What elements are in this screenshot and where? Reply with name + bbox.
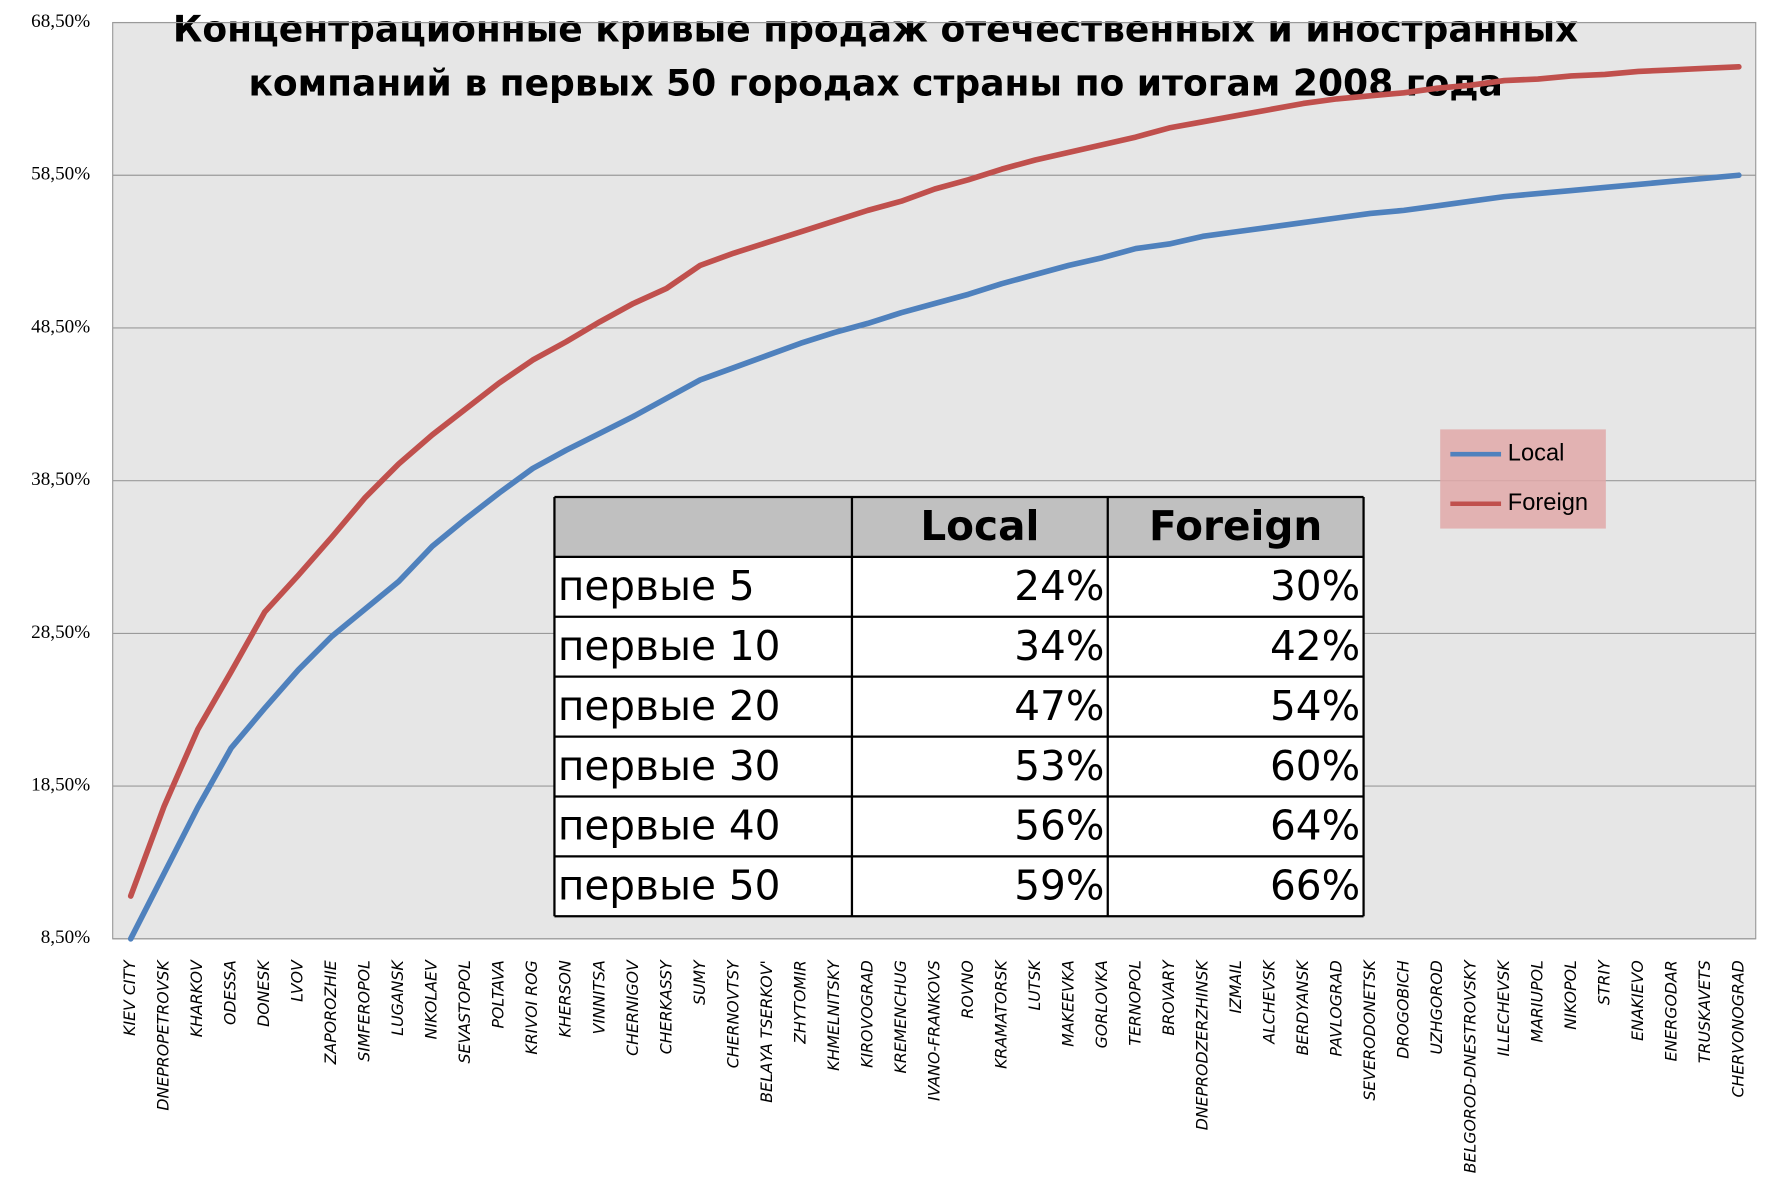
x-tick-label: BROVARY	[1159, 959, 1178, 1036]
x-tick-label: DNEPRODZERZHINSK	[1192, 959, 1211, 1131]
y-tick-label: 8,50%	[41, 927, 90, 948]
x-tick-label: SIMFEROPOL	[355, 960, 374, 1061]
x-tick-label: DONESK	[254, 959, 273, 1027]
x-tick-label: KIEV CITY	[120, 959, 139, 1036]
x-tick-label: ENAKIEVO	[1628, 960, 1647, 1041]
x-tick-label: KHARKOV	[187, 959, 206, 1037]
y-tick-label: 68,50%	[31, 11, 90, 32]
x-tick-label: KIROVOGRAD	[857, 960, 876, 1068]
x-tick-label: ENERGODAR	[1661, 960, 1680, 1061]
x-tick-label: DROGOBICH	[1393, 960, 1412, 1059]
x-tick-label: ODESSA	[221, 960, 240, 1025]
table-cell: 66%	[1270, 862, 1360, 910]
table-row-label: первые 30	[558, 742, 781, 790]
x-tick-label: KHMELNITSKY	[824, 959, 843, 1071]
table-column-header: Local	[920, 502, 1039, 550]
table-cell: 42%	[1270, 622, 1360, 670]
x-tick-label: MARIUPOL	[1527, 960, 1546, 1042]
table-row-label: первые 5	[558, 562, 755, 610]
chart-title: Концентрационные кривые продаж отечестве…	[173, 9, 1578, 51]
table-cell: 30%	[1270, 562, 1360, 610]
x-tick-label: CHERVONOGRAD	[1728, 960, 1747, 1097]
y-tick-label: 38,50%	[31, 469, 90, 490]
x-tick-label: KRIVOI ROG	[522, 960, 541, 1054]
x-tick-label: SEVERODONETSK	[1360, 959, 1379, 1101]
legend-label: Foreign	[1508, 490, 1588, 516]
table-cell: 56%	[1014, 802, 1104, 850]
table-row-label: первые 10	[558, 622, 781, 670]
x-tick-label: STRIY	[1594, 959, 1613, 1005]
x-tick-label: SEVASTOPOL	[455, 960, 474, 1063]
table-row-label: первые 40	[558, 802, 781, 850]
table-cell: 24%	[1014, 562, 1104, 610]
table-column-header: Foreign	[1149, 502, 1322, 550]
x-tick-label: CHERNOVTSY	[723, 959, 742, 1068]
table-cell: 47%	[1014, 682, 1104, 730]
x-tick-label: BELAYA TSERKOV'	[757, 960, 776, 1103]
x-tick-label: CHERNIGOV	[623, 959, 642, 1056]
x-tick-label: IZMAIL	[1226, 960, 1245, 1013]
y-tick-label: 48,50%	[31, 316, 90, 337]
x-tick-label: LVOV	[288, 959, 307, 1002]
table-row-label: первые 50	[558, 862, 781, 910]
table-header	[554, 497, 1364, 557]
y-tick-label: 58,50%	[31, 164, 90, 185]
legend-box	[1440, 429, 1606, 529]
x-tick-label: ZAPOROZHIE	[321, 960, 340, 1065]
x-tick-label: PAVLOGRAD	[1326, 960, 1345, 1056]
x-tick-label: DNEPROPETROVSK	[154, 959, 173, 1111]
x-tick-label: TERNOPOL	[1125, 960, 1144, 1045]
x-tick-label: LUGANSK	[388, 959, 407, 1036]
x-tick-label: NIKOPOL	[1561, 960, 1580, 1029]
x-tick-label: ALCHEVSK	[1259, 959, 1278, 1045]
x-tick-label: GORLOVKA	[1092, 960, 1111, 1048]
series-line	[127, 64, 1742, 899]
x-tick-label: NIKOLAEV	[422, 959, 441, 1039]
y-tick-label: 18,50%	[31, 774, 90, 795]
chart-title: компаний в первых 50 городах страны по и…	[248, 63, 1502, 105]
table-cell: 59%	[1014, 862, 1104, 910]
series-line	[127, 172, 1742, 942]
table-cell: 64%	[1270, 802, 1360, 850]
x-tick-label: ROVNO	[958, 960, 977, 1018]
x-tick-label: BERDYANSK	[1293, 959, 1312, 1056]
y-tick-label: 28,50%	[31, 622, 90, 643]
x-tick-label: IVANO-FRANKOVS	[924, 960, 943, 1101]
legend-label: Local	[1508, 440, 1565, 466]
x-tick-label: ILLECHEVSK	[1494, 959, 1513, 1057]
x-tick-label: POLTAVA	[489, 960, 508, 1028]
x-tick-label: TRUSKAVETS	[1695, 960, 1714, 1063]
x-tick-label: BELGOROD-DNESTROVSKY	[1460, 959, 1479, 1173]
x-tick-label: MAKEEVKA	[1058, 960, 1077, 1047]
table-cell: 60%	[1270, 742, 1360, 790]
x-tick-label: LUTSK	[1025, 959, 1044, 1011]
table-cell: 53%	[1014, 742, 1104, 790]
x-tick-label: KHERSON	[556, 960, 575, 1038]
x-tick-label: ZHYTOMIR	[790, 960, 809, 1045]
table-row-label: первые 20	[558, 682, 781, 730]
table-cell: 54%	[1270, 682, 1360, 730]
x-tick-label: VINNITSA	[589, 960, 608, 1034]
x-tick-label: KRAMATORSK	[991, 959, 1010, 1069]
x-tick-label: SUMY	[690, 959, 709, 1005]
table-cell: 34%	[1014, 622, 1104, 670]
x-tick-label: KREMENCHUG	[891, 960, 910, 1073]
x-tick-label: UZHGOROD	[1427, 960, 1446, 1054]
x-tick-label: CHERKASSY	[656, 959, 675, 1054]
